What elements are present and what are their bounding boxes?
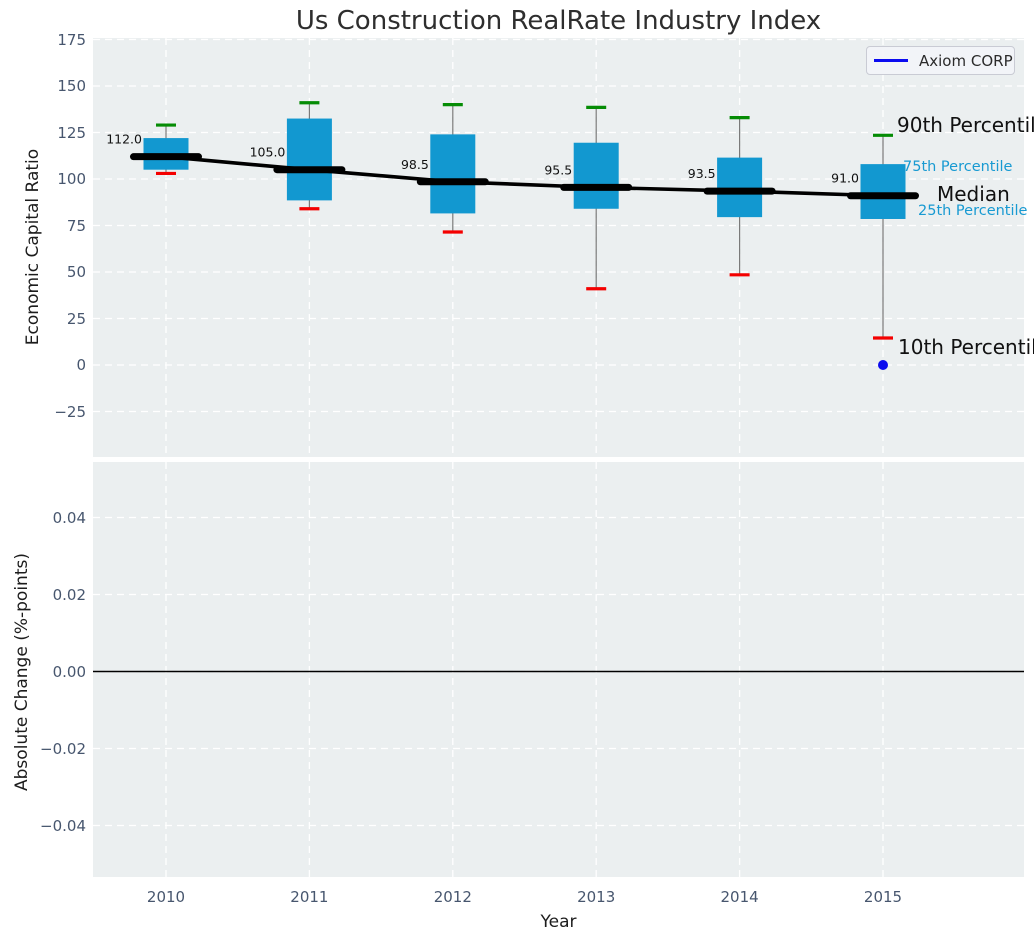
bottom-plot-area bbox=[93, 462, 1024, 877]
xtick-label: 2012 bbox=[433, 888, 472, 906]
ytick-label-top: 0 bbox=[76, 356, 86, 374]
legend-line-sample bbox=[874, 59, 908, 62]
ytick-label-top: 150 bbox=[57, 77, 86, 95]
company-point bbox=[878, 360, 888, 370]
ytick-label-top: 125 bbox=[57, 123, 86, 142]
xtick-label: 2011 bbox=[290, 888, 329, 906]
chart-title: Us Construction RealRate Industry Index bbox=[295, 6, 822, 36]
ytick-label-top: 25 bbox=[66, 309, 86, 328]
top-plot-area: 112.0 105.0 98.5 95.5 93.5 91.0 bbox=[93, 38, 1024, 457]
median-trend-line bbox=[165, 154, 884, 198]
median-value-label-2013: 95.5 bbox=[544, 162, 572, 177]
box-2014 bbox=[717, 157, 763, 218]
ytick-label-top: 175 bbox=[57, 30, 86, 49]
xtick-label: 2015 bbox=[863, 888, 903, 906]
median-value-label-2014: 93.5 bbox=[688, 166, 716, 181]
xtick-label: 2013 bbox=[577, 888, 616, 906]
ytick-label-top: 75 bbox=[66, 216, 86, 235]
median-value-label-2012: 98.5 bbox=[401, 157, 429, 172]
box-2015 bbox=[860, 164, 906, 219]
ytick-label-bottom: 0.04 bbox=[52, 508, 86, 527]
ytick-label-top: −25 bbox=[54, 402, 86, 421]
box-2013 bbox=[573, 142, 619, 209]
xtick-label: 2014 bbox=[720, 888, 759, 906]
median-value-label-2015: 91.0 bbox=[831, 171, 859, 186]
y-axis-label-top: Economic Capital Ratio bbox=[23, 148, 43, 346]
median-value-label-2010: 112.0 bbox=[106, 132, 142, 147]
ytick-label-bottom: −0.04 bbox=[40, 816, 86, 835]
ytick-label-top: 100 bbox=[57, 170, 86, 188]
ytick-label-bottom: 0.00 bbox=[52, 662, 86, 681]
annotation-10th-percentile: 10th Percentile bbox=[898, 335, 1034, 359]
annotation-90th-percentile: 90th Percentile bbox=[897, 113, 1034, 137]
legend-label: Axiom CORP bbox=[919, 51, 1013, 70]
annotation-75th-percentile: 75th Percentile bbox=[903, 159, 1013, 175]
ytick-label-bottom: 0.02 bbox=[52, 585, 86, 604]
median-value-label-2011: 105.0 bbox=[250, 145, 286, 160]
annotation-median: Median bbox=[937, 182, 1010, 206]
ytick-label-bottom: −0.02 bbox=[40, 739, 86, 758]
legend: Axiom CORP bbox=[866, 46, 1015, 75]
x-axis-label: Year bbox=[540, 912, 577, 932]
ytick-label-top: 50 bbox=[66, 263, 86, 281]
box-2012 bbox=[430, 134, 476, 214]
box-2011 bbox=[286, 118, 332, 201]
xtick-label: 2010 bbox=[146, 888, 186, 906]
annotation-25th-percentile: 25th Percentile bbox=[918, 203, 1028, 219]
